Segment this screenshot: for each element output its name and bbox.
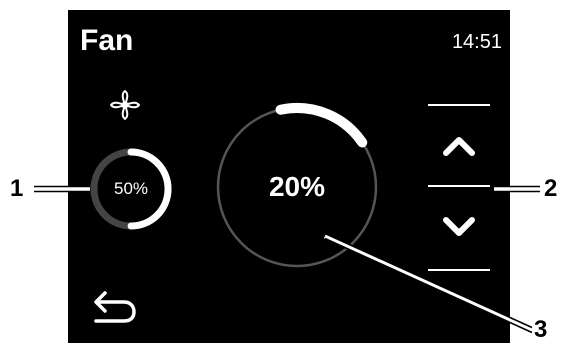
- callout-1: 1: [10, 175, 24, 202]
- fan-icon: [110, 90, 140, 120]
- chevron-down-icon: [443, 217, 475, 236]
- back-arrow-icon[interactable]: [88, 288, 140, 328]
- chevron-up-icon: [443, 137, 475, 156]
- callout-2: 2: [544, 175, 558, 202]
- page-title: Fan: [80, 24, 134, 57]
- clock: 14:51: [451, 31, 502, 53]
- separator-top: [428, 104, 490, 106]
- fan-level-label: 50%: [113, 179, 149, 198]
- fan-level-arc: [127, 148, 172, 230]
- callout-3: 3: [534, 316, 548, 343]
- separator-bottom: [428, 269, 490, 271]
- device-screen: Fan 14:51 50% 20%: [68, 10, 510, 343]
- setpoint-gauge: [216, 103, 378, 268]
- separator-middle: [428, 185, 490, 187]
- setpoint-value: 20%: [268, 171, 326, 202]
- decrease-button[interactable]: [428, 196, 490, 258]
- setpoint-arc: [275, 103, 368, 148]
- increase-button[interactable]: [428, 114, 490, 176]
- fan-level-gauge: [90, 148, 172, 230]
